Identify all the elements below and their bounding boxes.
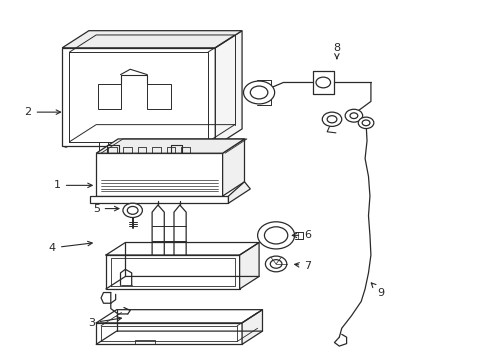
Circle shape [345, 109, 362, 122]
Polygon shape [222, 139, 244, 196]
Polygon shape [106, 255, 239, 289]
Polygon shape [62, 48, 215, 146]
Polygon shape [98, 84, 120, 109]
Text: 1: 1 [54, 180, 92, 190]
Text: 6: 6 [292, 230, 310, 240]
Circle shape [362, 120, 369, 126]
Circle shape [127, 206, 138, 214]
Text: 3: 3 [88, 317, 121, 328]
Polygon shape [96, 153, 222, 196]
Circle shape [122, 203, 142, 217]
Circle shape [264, 227, 287, 244]
Circle shape [358, 117, 373, 129]
Polygon shape [147, 84, 170, 109]
Polygon shape [242, 310, 262, 344]
Polygon shape [96, 139, 244, 153]
Text: 2: 2 [24, 107, 61, 117]
Polygon shape [215, 31, 242, 146]
Circle shape [250, 86, 267, 99]
Circle shape [243, 81, 274, 104]
Text: 8: 8 [333, 43, 340, 59]
Circle shape [322, 112, 341, 126]
Circle shape [257, 222, 294, 249]
Circle shape [349, 113, 357, 118]
Text: 4: 4 [49, 241, 92, 253]
Circle shape [270, 260, 282, 268]
Polygon shape [62, 31, 242, 48]
Polygon shape [96, 323, 242, 344]
Circle shape [315, 77, 330, 88]
Text: 7: 7 [294, 261, 311, 271]
Circle shape [326, 116, 336, 123]
Circle shape [265, 256, 286, 272]
Polygon shape [90, 196, 228, 203]
Polygon shape [239, 243, 259, 289]
Text: 9: 9 [370, 283, 384, 297]
Polygon shape [228, 182, 250, 203]
Text: 5: 5 [93, 203, 119, 213]
